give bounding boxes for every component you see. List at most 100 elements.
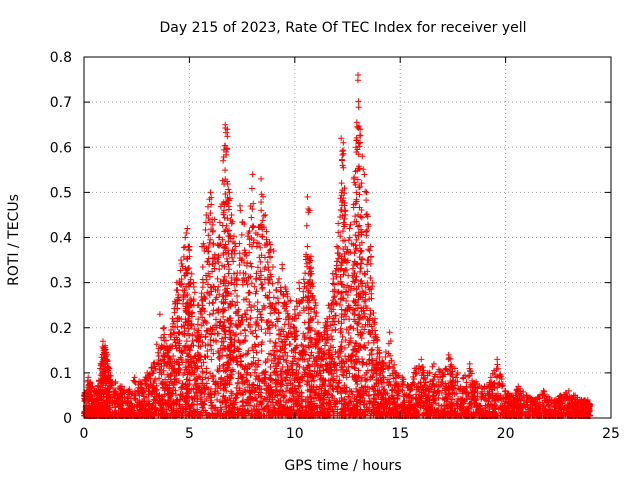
data-point <box>178 260 185 267</box>
data-point <box>205 244 212 251</box>
data-point <box>271 355 278 362</box>
data-point <box>275 405 282 412</box>
data-point <box>170 400 177 407</box>
data-point <box>257 268 264 275</box>
data-point <box>220 157 227 164</box>
data-point <box>237 207 244 214</box>
data-point <box>176 401 183 408</box>
data-point <box>206 292 213 299</box>
data-point <box>237 330 244 337</box>
data-point <box>227 291 234 298</box>
data-point <box>243 316 250 323</box>
data-point <box>274 348 281 355</box>
data-point <box>254 375 261 382</box>
data-point <box>231 332 238 339</box>
data-point <box>297 402 304 409</box>
data-point <box>158 395 165 402</box>
data-point <box>252 343 259 350</box>
data-point <box>269 264 276 271</box>
data-point <box>249 330 256 337</box>
data-point <box>266 330 273 337</box>
data-point <box>253 288 260 295</box>
data-point <box>251 283 258 290</box>
data-point <box>207 236 214 243</box>
data-point <box>213 338 220 345</box>
data-point <box>225 270 232 277</box>
data-point <box>229 390 236 397</box>
data-point <box>249 206 256 213</box>
data-point <box>185 265 192 272</box>
data-point <box>175 330 182 337</box>
data-point <box>355 104 362 111</box>
data-point <box>211 251 218 258</box>
data-point <box>228 280 235 287</box>
data-point <box>205 215 212 222</box>
data-point <box>208 201 215 208</box>
data-point <box>338 157 345 164</box>
data-point <box>285 298 292 305</box>
data-point <box>293 315 300 322</box>
data-point <box>202 226 209 233</box>
data-point <box>151 385 158 392</box>
data-point <box>262 374 269 381</box>
data-point <box>261 395 268 402</box>
data-point <box>200 279 207 286</box>
data-point <box>157 400 164 407</box>
data-point <box>108 382 115 389</box>
data-point <box>145 401 152 408</box>
data-point <box>232 399 239 406</box>
data-point <box>168 327 175 334</box>
data-point <box>216 355 223 362</box>
data-point <box>303 222 310 229</box>
data-point <box>295 395 302 402</box>
data-point <box>195 357 202 364</box>
data-point <box>206 311 213 318</box>
data-point <box>251 302 258 309</box>
data-point <box>158 404 165 411</box>
data-point <box>263 236 270 243</box>
data-point <box>267 310 274 317</box>
data-point <box>292 333 299 340</box>
data-point <box>360 166 367 173</box>
data-point <box>215 309 222 316</box>
data-point <box>203 328 210 335</box>
data-point <box>223 387 230 394</box>
data-point <box>286 396 293 403</box>
data-point <box>202 342 209 349</box>
data-point <box>363 189 370 196</box>
data-point <box>194 398 201 405</box>
data-point <box>249 171 256 178</box>
data-point <box>158 344 165 351</box>
data-point <box>168 370 175 377</box>
data-point <box>86 382 93 389</box>
data-point <box>332 326 339 333</box>
data-point <box>253 349 260 356</box>
data-point <box>86 401 93 408</box>
data-point <box>181 369 188 376</box>
data-point <box>126 386 133 393</box>
data-point <box>208 331 215 338</box>
data-point <box>297 382 304 389</box>
data-point <box>174 315 181 322</box>
data-point <box>284 352 291 359</box>
data-point <box>183 338 190 345</box>
data-point <box>201 295 208 302</box>
data-point <box>198 363 205 370</box>
data-point <box>275 315 282 322</box>
data-point <box>272 322 279 329</box>
data-point <box>237 352 244 359</box>
data-point <box>275 355 282 362</box>
data-point <box>209 221 216 228</box>
data-point <box>224 133 231 140</box>
data-point <box>188 320 195 327</box>
data-point <box>246 228 253 235</box>
data-point <box>153 341 160 348</box>
data-point <box>225 360 232 367</box>
data-point <box>284 368 291 375</box>
data-point <box>176 297 183 304</box>
data-point <box>195 373 202 380</box>
data-point <box>200 401 207 408</box>
data-point <box>299 377 306 384</box>
data-point <box>230 233 237 240</box>
data-point <box>222 399 229 406</box>
